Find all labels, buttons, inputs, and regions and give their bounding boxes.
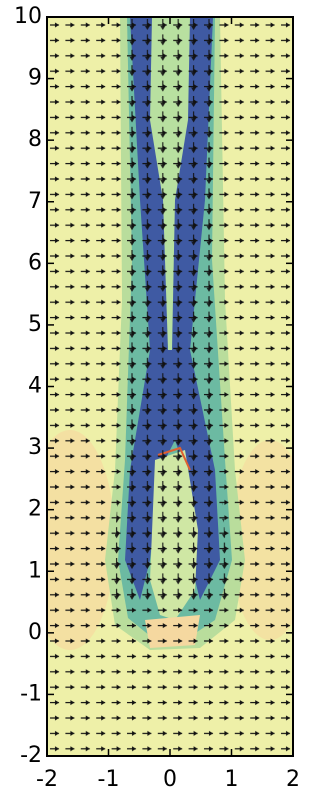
y-tick-label: 1 xyxy=(28,558,42,583)
y-tick-label: -2 xyxy=(20,743,42,768)
x-tick-label: -2 xyxy=(36,767,58,792)
x-tick-label: 1 xyxy=(225,767,239,792)
y-tick-label: 10 xyxy=(14,4,42,29)
field xyxy=(47,17,293,756)
y-tick-label: 6 xyxy=(28,250,42,275)
x-tick-label: 2 xyxy=(286,767,300,792)
y-tick-label: 9 xyxy=(28,66,42,91)
y-tick-label: 8 xyxy=(28,127,42,152)
x-tick-label: 0 xyxy=(163,767,177,792)
y-tick-label: 5 xyxy=(28,312,42,337)
y-tick-label: 0 xyxy=(28,620,42,645)
y-tick-label: 3 xyxy=(28,435,42,460)
y-tick-label: 2 xyxy=(28,497,42,522)
y-tick-label: -1 xyxy=(20,681,42,706)
y-tick-label: 4 xyxy=(28,374,42,399)
x-tick-label: -1 xyxy=(98,767,120,792)
y-tick-label: 7 xyxy=(28,189,42,214)
